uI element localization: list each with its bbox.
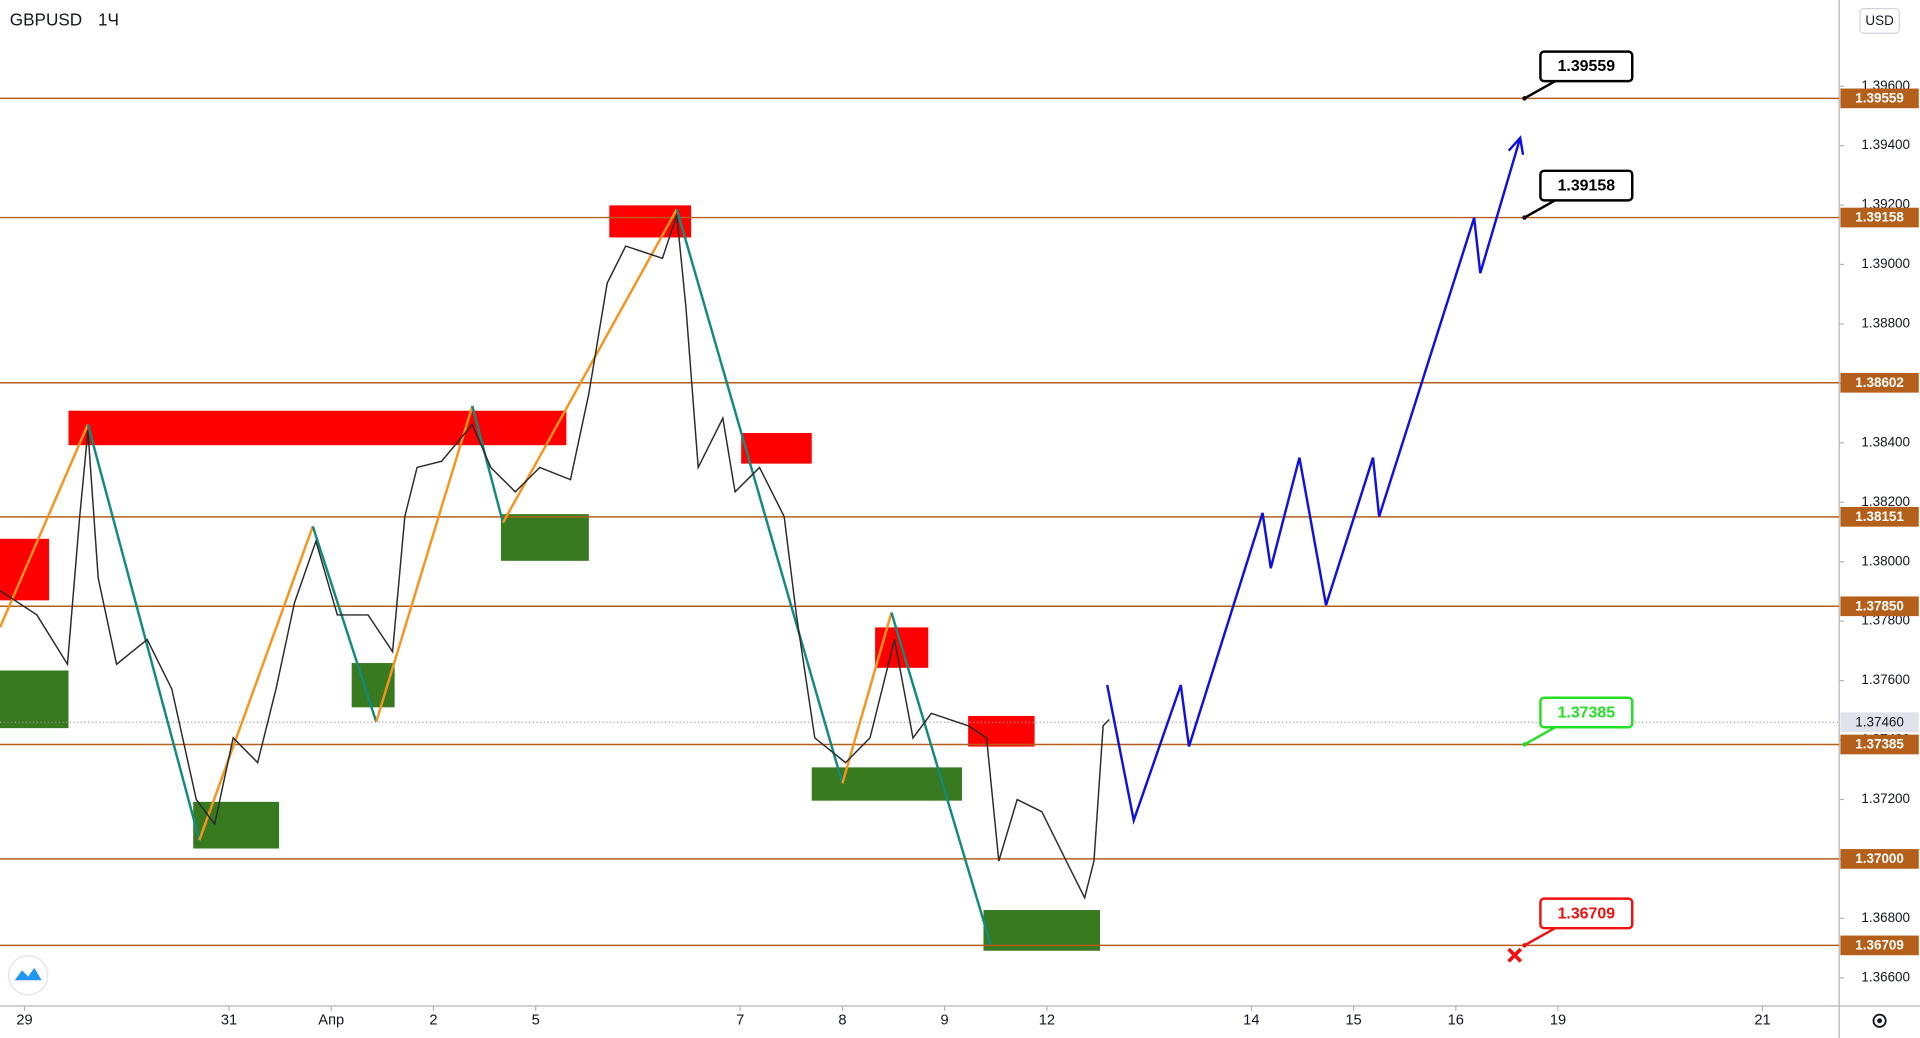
current-price-label: 1.37460 xyxy=(1855,714,1904,729)
y-tick-label: 1.37600 xyxy=(1861,672,1910,687)
callout-anchor xyxy=(1522,96,1527,101)
y-tick-label: 1.36600 xyxy=(1861,969,1910,984)
projection-line xyxy=(1105,137,1522,825)
y-tick-label: 1.38000 xyxy=(1861,553,1910,568)
level-label: 1.37000 xyxy=(1855,851,1904,866)
gear-center xyxy=(1877,1018,1883,1024)
callout-anchor xyxy=(1522,742,1527,747)
swing-line xyxy=(375,405,474,723)
level-label: 1.39158 xyxy=(1855,210,1904,225)
zone xyxy=(968,715,1035,747)
level-label: 1.37850 xyxy=(1855,598,1904,613)
level-label-box xyxy=(1840,88,1919,109)
callout-label: 1.39559 xyxy=(1558,58,1616,75)
callout-label: 1.39158 xyxy=(1558,177,1616,194)
y-tick-label: 1.39400 xyxy=(1861,137,1910,152)
x-tick-label: 29 xyxy=(16,1013,32,1029)
level-label-box xyxy=(1840,506,1919,527)
x-tick-label: 12 xyxy=(1039,1013,1055,1029)
x-tick-label: 7 xyxy=(736,1013,744,1029)
swing-line xyxy=(675,208,844,784)
swing-line xyxy=(86,424,201,841)
logo-shape xyxy=(14,967,42,981)
level-label: 1.36709 xyxy=(1855,938,1904,953)
level-label-box xyxy=(1840,849,1919,869)
x-tick-label: 15 xyxy=(1345,1013,1361,1029)
callout-box xyxy=(1539,169,1634,202)
plot: 1.39559 1.39158 1.37385 1.36709 xyxy=(0,50,1840,963)
x-tick-label: 21 xyxy=(1754,1013,1770,1029)
swing-line xyxy=(198,525,314,841)
interval: 1Ч xyxy=(98,9,119,29)
symbol: GBPUSD xyxy=(10,9,82,29)
gear xyxy=(1872,1013,1887,1028)
currency-button[interactable] xyxy=(1859,7,1900,34)
zone xyxy=(0,670,69,729)
callout-label: 1.37385 xyxy=(1558,704,1616,721)
swing-line xyxy=(0,423,90,628)
swing-line xyxy=(501,208,678,524)
level-label-box xyxy=(1840,596,1919,617)
callout-box xyxy=(1539,897,1634,930)
price-line xyxy=(0,214,1110,900)
level-label-box xyxy=(1840,935,1919,956)
x-tick-label: 8 xyxy=(838,1013,846,1029)
projection-arrowhead xyxy=(1507,135,1525,156)
swing-line xyxy=(471,405,505,524)
x-tick-label: Апр xyxy=(318,1013,344,1029)
y-tick-label: 1.36800 xyxy=(1861,910,1910,925)
callout-box xyxy=(1539,50,1634,83)
swing-line xyxy=(841,612,893,784)
x-tick-label: 16 xyxy=(1448,1013,1464,1029)
x-tick-label: 9 xyxy=(941,1013,949,1029)
callout-pointer xyxy=(1523,726,1556,746)
logo-circle xyxy=(7,954,49,996)
zone xyxy=(500,514,589,561)
level-label: 1.38602 xyxy=(1855,375,1904,390)
level-label: 1.37385 xyxy=(1855,737,1904,752)
zone xyxy=(68,410,567,446)
callout-pointer xyxy=(1523,927,1556,947)
callout-box xyxy=(1539,696,1634,729)
callout-pointer xyxy=(1523,80,1556,100)
x-tick-label: 2 xyxy=(429,1013,437,1029)
swing-line xyxy=(311,525,378,723)
callout-pointer xyxy=(1523,199,1556,219)
level-label-box xyxy=(1840,372,1919,393)
y-tick-label: 1.38200 xyxy=(1861,494,1910,509)
swing-line xyxy=(890,612,992,945)
y-tick-label: 1.37200 xyxy=(1861,791,1910,806)
x-tick-label: 31 xyxy=(221,1013,237,1029)
stop-marker xyxy=(1507,947,1523,963)
y-tick-label: 1.37800 xyxy=(1861,613,1910,628)
zone xyxy=(811,767,963,801)
x-tick-label: 19 xyxy=(1550,1013,1566,1029)
level-label-box xyxy=(1840,207,1919,228)
callout-label: 1.36709 xyxy=(1558,905,1616,922)
currency: USD xyxy=(1865,13,1894,28)
level-label: 1.38151 xyxy=(1855,509,1904,524)
zone xyxy=(193,801,280,849)
logo[interactable] xyxy=(7,954,49,996)
level-label: 1.39559 xyxy=(1855,91,1904,106)
level-label-box xyxy=(1840,734,1919,755)
x-tick-label: 14 xyxy=(1243,1013,1259,1029)
callout-anchor xyxy=(1522,943,1527,948)
y-tick-label: 1.39000 xyxy=(1861,256,1910,271)
zone xyxy=(983,910,1101,951)
zone xyxy=(741,433,812,464)
y-tick-label: 1.38400 xyxy=(1861,434,1910,449)
y-tick-label: 1.38800 xyxy=(1861,315,1910,330)
settings-icon[interactable] xyxy=(1872,1013,1887,1028)
x-tick-label: 5 xyxy=(532,1013,540,1029)
callout-anchor xyxy=(1522,215,1527,220)
current-price-box xyxy=(1840,712,1919,733)
